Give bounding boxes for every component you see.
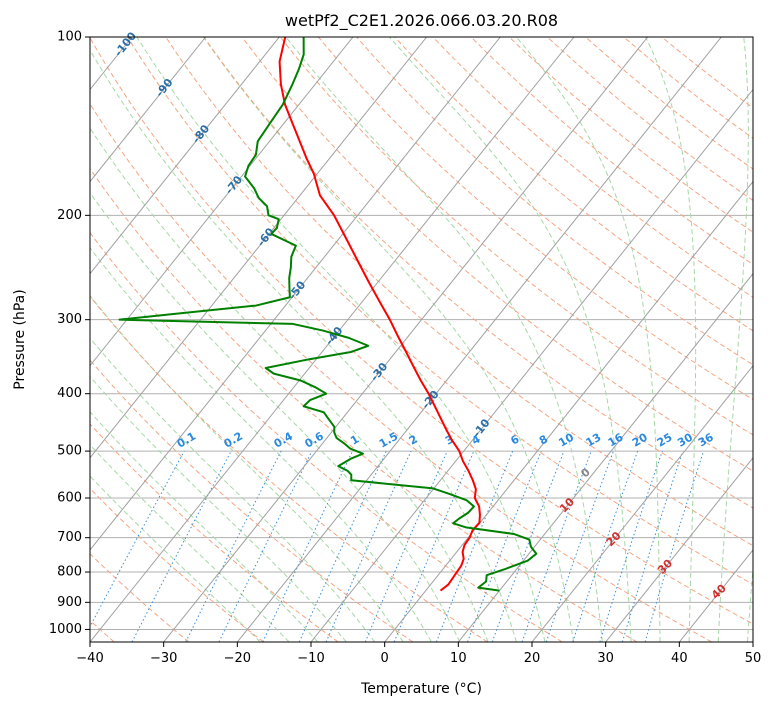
y-tick-label: 500 xyxy=(57,444,82,459)
isotherm xyxy=(384,180,753,642)
dry-adiabat xyxy=(90,359,414,642)
moist-adiabat xyxy=(717,37,749,642)
dry-adiabat xyxy=(203,37,753,509)
y-tick-label: 200 xyxy=(57,208,82,223)
x-tick-label: 10 xyxy=(450,651,467,666)
mixing-ratio-line xyxy=(298,450,387,642)
isotherm xyxy=(90,37,428,459)
mixing-ratio-line xyxy=(599,450,663,642)
moist-adiabat xyxy=(90,127,489,642)
isotherm xyxy=(90,37,354,367)
mixing-ratio-line xyxy=(218,450,313,642)
x-tick-label: 0 xyxy=(381,651,389,666)
moist-adiabat xyxy=(90,411,319,642)
moist-adiabat xyxy=(136,37,546,642)
x-tick-label: −20 xyxy=(224,651,251,666)
moist-adiabat xyxy=(90,246,432,642)
isotherm xyxy=(90,37,280,275)
moist-adiabat xyxy=(90,475,261,642)
isotherm xyxy=(90,37,575,642)
plot-area xyxy=(90,37,753,642)
chart-title: wetPf2_C2E1.2026.066.03.20.R08 xyxy=(285,11,558,31)
moist-adiabats xyxy=(90,37,753,642)
x-tick-label: 30 xyxy=(597,651,614,666)
isotherm xyxy=(163,37,649,642)
y-tick-label: 700 xyxy=(57,530,82,545)
y-tick-label: 100 xyxy=(57,30,82,45)
mixing-ratio-line xyxy=(325,450,412,642)
dry-adiabat xyxy=(90,167,638,642)
isotherm xyxy=(90,37,501,551)
mixing-ratio-line xyxy=(545,450,614,642)
moist-adiabat xyxy=(90,49,517,642)
moist-adiabat xyxy=(389,37,632,642)
dry-adiabat xyxy=(90,102,712,642)
isotherm xyxy=(236,37,722,642)
y-tick-label: 600 xyxy=(57,491,82,506)
x-tick-label: −10 xyxy=(297,651,324,666)
mixing-ratio-line xyxy=(621,450,684,642)
mixing-ratio-line xyxy=(521,450,592,642)
y-tick-label: 400 xyxy=(57,386,82,401)
mixing-ratio-line xyxy=(262,450,353,642)
dry-adiabat xyxy=(90,231,563,642)
moist-adiabat xyxy=(90,337,376,642)
isotherm xyxy=(531,364,753,642)
axes: −40 −30 −20 −10 0 10 20 30 40 50 100 200 300 400 500 60… xyxy=(49,30,761,667)
dry-adiabat xyxy=(547,37,753,201)
isotherm xyxy=(310,88,753,642)
y-tick-label: 800 xyxy=(57,565,82,580)
moist-adiabat xyxy=(515,37,661,642)
dry-adiabat xyxy=(90,487,264,642)
x-axis-title: Temperature (°C) xyxy=(360,681,482,697)
mixing-ratio-line xyxy=(393,450,475,642)
skewed-isotherms xyxy=(90,37,753,642)
dry-adiabat xyxy=(90,423,339,642)
pressure-gridlines xyxy=(90,37,753,630)
mixing-ratio-line xyxy=(572,450,639,642)
isotherm xyxy=(605,457,753,642)
mixing-ratio-line xyxy=(644,450,705,642)
dry-adiabat xyxy=(623,37,753,139)
x-tick-label: −40 xyxy=(76,651,103,666)
dry-adiabat xyxy=(470,37,753,266)
dry-adiabats xyxy=(90,37,753,642)
mixing-ratio-line xyxy=(90,450,185,628)
dry-adiabat xyxy=(90,37,753,625)
isotherm xyxy=(457,272,753,642)
plot-background xyxy=(90,37,753,642)
x-tick-label: 40 xyxy=(671,651,688,666)
mixing-ratio-lines xyxy=(90,450,705,642)
y-tick-label: 300 xyxy=(57,312,82,327)
temperature-profile xyxy=(278,37,481,592)
dry-adiabat xyxy=(279,37,753,436)
y-tick-label: 1000 xyxy=(49,622,82,637)
dry-adiabat xyxy=(394,37,753,332)
x-tick-label: 50 xyxy=(745,651,762,666)
dry-adiabat xyxy=(318,37,753,401)
sounding-profiles xyxy=(118,37,538,592)
dewpoint-profile xyxy=(118,37,538,592)
moist-adiabat xyxy=(90,191,461,642)
moist-adiabat xyxy=(90,444,290,642)
plot-frame xyxy=(89,36,754,643)
y-tick-label: 900 xyxy=(57,595,82,610)
moist-adiabat xyxy=(645,37,697,642)
y-axis-title: Pressure (hPa) xyxy=(12,289,28,389)
dry-adiabat xyxy=(127,37,753,585)
dry-adiabat xyxy=(90,295,488,642)
isotherm xyxy=(90,37,207,183)
moist-adiabat xyxy=(90,375,347,642)
x-tick-label: 20 xyxy=(524,651,541,666)
moist-adiabat xyxy=(285,37,603,642)
mixing-ratio-line xyxy=(364,450,448,642)
dry-adiabat xyxy=(165,37,753,547)
x-tick-label: −30 xyxy=(150,651,177,666)
moist-adiabat xyxy=(746,563,753,642)
moist-adiabat xyxy=(90,294,404,642)
